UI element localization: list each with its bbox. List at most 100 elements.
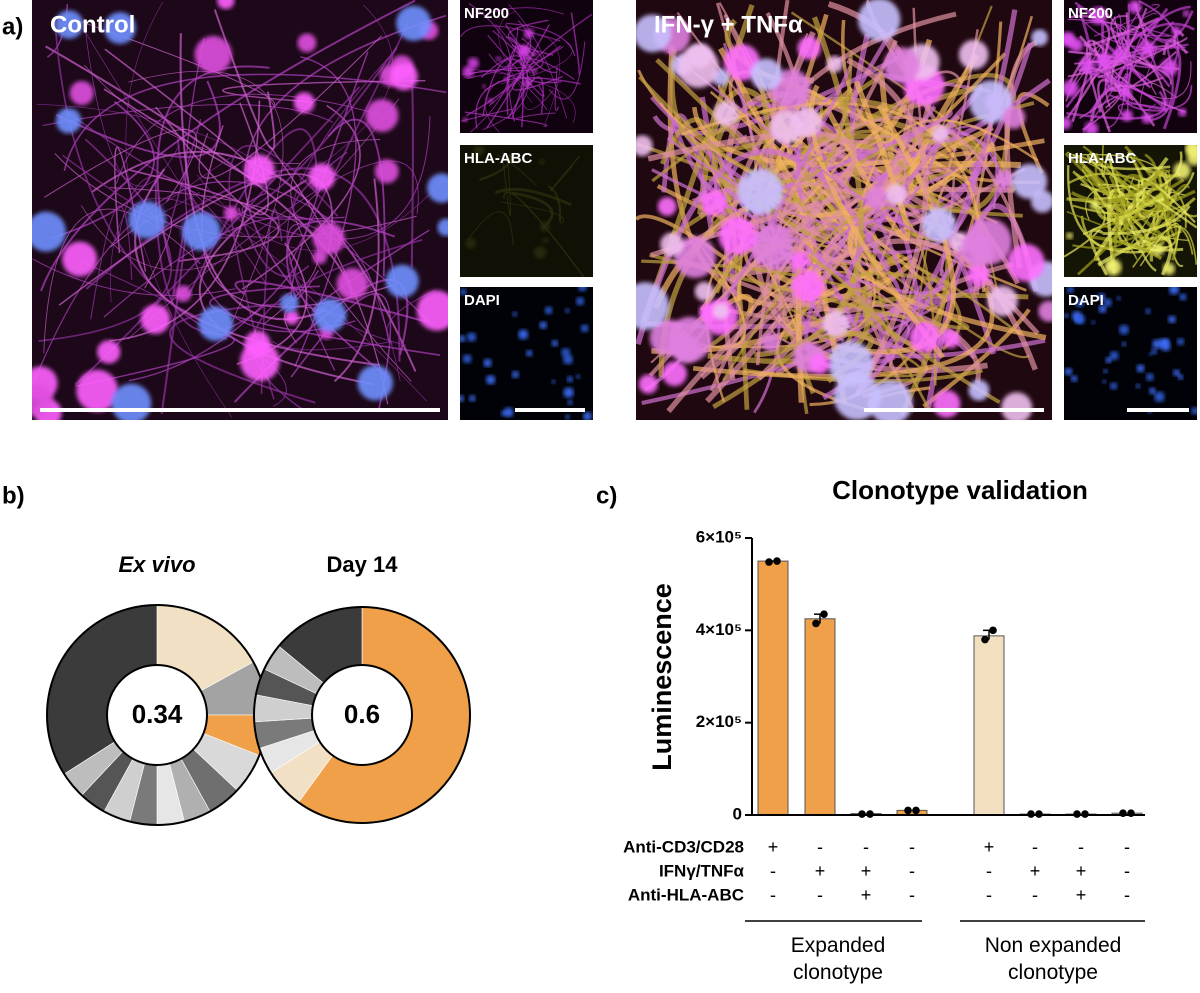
- cell: [657, 197, 677, 216]
- cell: [128, 201, 166, 239]
- neurite: [488, 27, 519, 68]
- neurite: [1139, 222, 1180, 267]
- cell: [1064, 367, 1073, 376]
- neurite: [169, 118, 202, 224]
- neurite: [501, 149, 512, 217]
- cell: [883, 47, 920, 84]
- cell: [462, 354, 472, 364]
- cell: [1171, 26, 1181, 36]
- neurite: [647, 131, 858, 285]
- neurite: [1083, 17, 1160, 47]
- cell: [1160, 58, 1179, 77]
- cell: [1151, 243, 1165, 256]
- neurite: [222, 79, 426, 103]
- cell: [662, 361, 687, 387]
- neurite: [80, 98, 400, 271]
- neurite: [1082, 145, 1168, 220]
- neurite: [333, 178, 380, 383]
- neurite: [1115, 31, 1160, 79]
- cell: [1152, 339, 1162, 349]
- data-point: [773, 557, 781, 565]
- cell: [240, 341, 280, 382]
- pie-title: Ex vivo: [118, 552, 195, 577]
- cell: [1070, 375, 1078, 382]
- cell: [284, 310, 300, 325]
- cell: [575, 297, 585, 306]
- cell: [1135, 383, 1141, 389]
- cell: [700, 189, 727, 216]
- cell: [969, 80, 1013, 124]
- cell: [932, 390, 961, 418]
- condition-label: IFNγ/TNFα: [659, 861, 745, 880]
- cell: [1182, 10, 1190, 17]
- center-label: 0.6: [344, 699, 380, 729]
- cell: [293, 92, 315, 114]
- cell: [909, 321, 941, 353]
- cell: [1075, 299, 1084, 308]
- cell: [462, 65, 475, 78]
- donut-hole: [311, 664, 413, 766]
- condition-label: Anti-HLA-ABC: [628, 885, 744, 904]
- neurite: [638, 53, 853, 184]
- cell: [365, 99, 399, 133]
- neurite: [51, 100, 155, 240]
- cell: [968, 379, 990, 401]
- cell: [416, 290, 448, 331]
- neurite: [290, 139, 412, 382]
- cell: [223, 206, 239, 221]
- condition-sign: -: [863, 837, 869, 857]
- cell: [563, 387, 574, 398]
- neurite: [198, 35, 382, 179]
- data-point: [820, 610, 828, 618]
- cell: [1089, 200, 1099, 210]
- cell: [1168, 315, 1176, 324]
- bar: [973, 635, 1005, 816]
- cell: [1141, 113, 1153, 124]
- neurite: [1066, 15, 1111, 119]
- cell: [1136, 364, 1145, 373]
- neurite: [1081, 168, 1138, 260]
- cell: [1064, 117, 1072, 130]
- neurite: [512, 45, 563, 91]
- cell: [1119, 86, 1132, 99]
- cell: [1116, 296, 1121, 301]
- micrograph: [1064, 145, 1197, 277]
- data-point: [912, 806, 920, 815]
- cell: [1089, 7, 1108, 25]
- panel-label: b): [2, 482, 25, 509]
- neurite: [755, 139, 867, 366]
- neurite: [128, 70, 284, 335]
- y-tick-label: 0: [733, 804, 742, 823]
- cell: [931, 125, 949, 143]
- neurite: [497, 154, 537, 187]
- neurite: [241, 192, 345, 220]
- cell: [1064, 34, 1076, 48]
- condition-sign: -: [1124, 885, 1130, 905]
- channel-label: HLA-ABC: [1068, 150, 1136, 167]
- cell: [385, 264, 419, 298]
- cell: [1151, 348, 1158, 355]
- bar: [757, 560, 789, 816]
- neurite: [115, 93, 382, 184]
- cell: [313, 298, 347, 332]
- cell: [677, 46, 720, 88]
- neurite: [1097, 36, 1188, 79]
- panel-label: a): [2, 13, 23, 40]
- cell: [857, 0, 901, 41]
- cell: [1001, 392, 1033, 420]
- neurite: [1117, 103, 1168, 117]
- neurite: [1101, 13, 1122, 98]
- cell: [473, 145, 485, 156]
- neurite: [299, 4, 394, 180]
- neurite: [1076, 5, 1093, 54]
- micrograph: [636, 0, 1052, 420]
- neurite: [90, 205, 133, 320]
- cell: [1103, 298, 1112, 307]
- condition-sign: -: [817, 837, 823, 857]
- cell: [140, 304, 171, 335]
- condition-sign: -: [770, 885, 776, 905]
- neurite: [570, 12, 580, 76]
- neurite: [287, 223, 430, 371]
- condition-sign: -: [986, 861, 992, 881]
- neurite: [494, 187, 573, 207]
